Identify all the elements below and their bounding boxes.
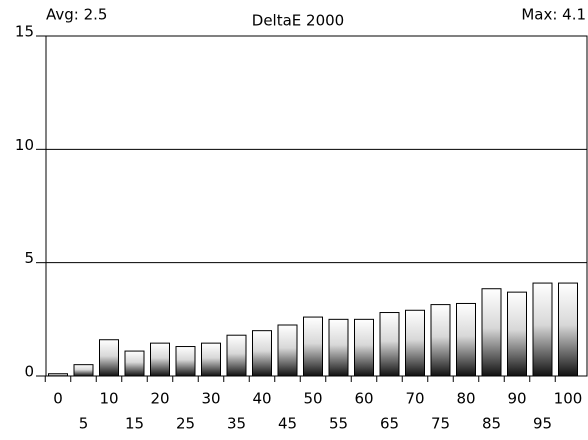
x-tick-label: 65 (380, 415, 399, 433)
bar (379, 312, 400, 377)
x-tick-label: 95 (533, 415, 552, 433)
x-tick-label: 80 (456, 390, 475, 408)
y-tick-label: 15 (15, 23, 34, 41)
x-tick-label: 40 (252, 390, 271, 408)
bar (277, 324, 298, 377)
y-tick-label: 10 (15, 136, 34, 154)
x-tick-label: 35 (227, 415, 246, 433)
bar (99, 339, 119, 377)
bar (175, 346, 196, 377)
max-annotation: Max: 4.1 (521, 6, 586, 24)
bar (532, 282, 553, 377)
x-tick-label: 60 (354, 390, 373, 408)
y-tick-label: 0 (24, 363, 34, 381)
bar (481, 288, 502, 377)
x-tick-label: 10 (99, 390, 118, 408)
bar (124, 350, 145, 377)
x-tick-label: 85 (482, 415, 501, 433)
avg-annotation: Avg: 2.5 (46, 6, 107, 24)
bar (303, 316, 323, 377)
x-tick-label: 100 (554, 390, 583, 408)
x-tick-label: 0 (53, 390, 63, 408)
bar (456, 302, 476, 377)
bar (150, 342, 170, 377)
bar (201, 342, 221, 377)
x-tick-label: 25 (176, 415, 195, 433)
x-tick-label: 15 (125, 415, 144, 433)
x-tick-label: 30 (201, 390, 220, 408)
x-tick-label: 45 (278, 415, 297, 433)
bar (430, 304, 451, 377)
bar (354, 318, 374, 377)
bar (405, 309, 425, 377)
x-tick-label: 50 (303, 390, 322, 408)
bar (328, 318, 349, 377)
x-tick-label: 90 (507, 390, 526, 408)
bar (73, 364, 94, 377)
y-tick-label: 5 (24, 249, 34, 267)
x-tick-label: 70 (405, 390, 424, 408)
bar (252, 330, 272, 377)
bar (226, 334, 247, 377)
bar (558, 282, 578, 377)
chart-title: DeltaE 2000 (252, 12, 344, 30)
x-tick-label: 20 (150, 390, 169, 408)
bar (507, 291, 527, 377)
x-tick-label: 55 (329, 415, 348, 433)
bar (48, 373, 68, 377)
x-tick-label: 75 (431, 415, 450, 433)
x-tick-label: 5 (79, 415, 89, 433)
